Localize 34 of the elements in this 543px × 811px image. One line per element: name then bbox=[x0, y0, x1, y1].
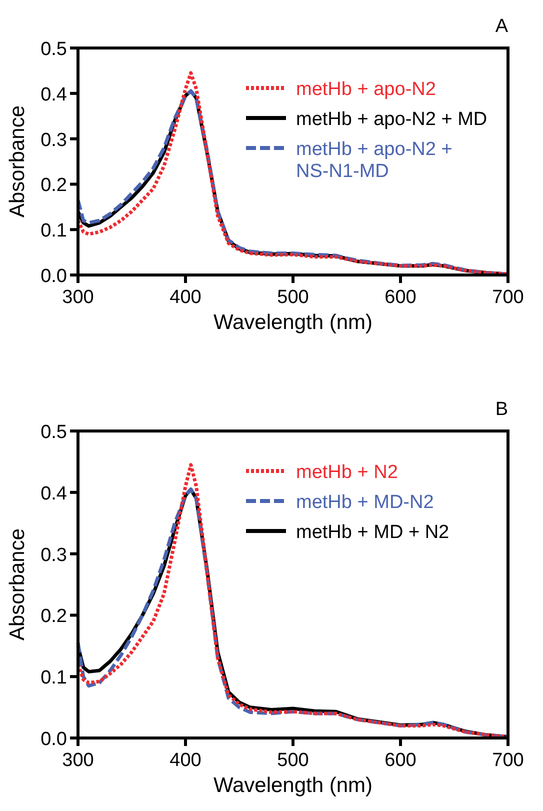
x-tick-label: 500 bbox=[277, 750, 309, 771]
x-tick-label: 700 bbox=[492, 287, 524, 308]
y-tick-label: 0.5 bbox=[40, 422, 67, 443]
x-axis-title: Wavelength (nm) bbox=[213, 311, 373, 334]
y-tick-label: 0.4 bbox=[40, 483, 68, 504]
x-tick-label: 600 bbox=[384, 287, 416, 308]
y-tick-label: 0.2 bbox=[40, 606, 67, 628]
legend-label: metHb + apo-N2 + NS-N1-MD bbox=[296, 139, 452, 182]
y-tick-label: 0.1 bbox=[40, 220, 67, 242]
chart-title: B bbox=[495, 399, 508, 420]
chart-title: A bbox=[495, 16, 508, 37]
legend-label: metHb + apo-N2 bbox=[296, 79, 436, 100]
y-tick-label: 0.3 bbox=[40, 544, 67, 566]
x-axis-title: Wavelength (nm) bbox=[213, 774, 373, 797]
x-tick-label: 400 bbox=[170, 287, 202, 308]
x-tick-label: 500 bbox=[277, 287, 309, 308]
x-tick-label: 400 bbox=[170, 750, 202, 771]
x-tick-label: 300 bbox=[62, 750, 94, 771]
x-tick-label: 700 bbox=[492, 750, 524, 771]
x-tick-label: 300 bbox=[62, 287, 94, 308]
legend-label: metHb + apo-N2 + MD bbox=[296, 109, 488, 130]
y-tick-label: 0.0 bbox=[40, 729, 67, 750]
y-tick-label: 0.1 bbox=[40, 668, 67, 689]
legend-label: metHb + MD-N2 bbox=[296, 492, 434, 513]
y-axis-title: Absorbance bbox=[6, 105, 29, 218]
x-tick-label: 600 bbox=[384, 750, 416, 771]
y-tick-label: 0.0 bbox=[40, 266, 67, 287]
y-tick-label: 0.2 bbox=[40, 175, 67, 196]
y-tick-label: 0.5 bbox=[40, 39, 67, 60]
y-tick-label: 0.4 bbox=[40, 84, 68, 106]
legend-label: metHb + N2 bbox=[296, 462, 398, 483]
legend-label: metHb + MD + N2 bbox=[296, 522, 450, 543]
y-axis-title: Absorbance bbox=[6, 528, 29, 641]
y-tick-label: 0.3 bbox=[40, 130, 67, 151]
